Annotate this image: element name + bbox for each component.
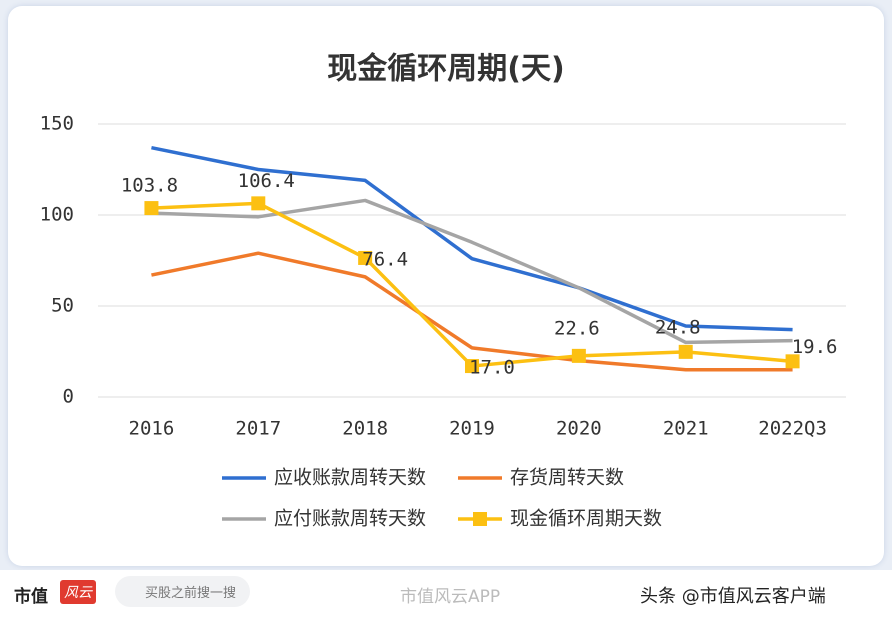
series-marker (144, 201, 159, 216)
chart-card (8, 6, 884, 566)
x-tick-label: 2016 (129, 418, 175, 440)
y-tick-label: 50 (51, 295, 74, 317)
legend-label: 现金循环周期天数 (510, 508, 662, 530)
search-box[interactable]: 买股之前搜一搜 (115, 576, 251, 607)
x-tick-label: 2022Q3 (758, 418, 827, 440)
chart: 现金循环周期(天) 0 50 100 150 2016 2017 2018 2019 2020 2… (40, 52, 846, 530)
series-marker (571, 348, 586, 363)
y-tick-label: 0 (63, 386, 74, 408)
y-tick-label: 150 (40, 113, 74, 135)
legend-label: 应付账款周转天数 (274, 508, 426, 530)
series-marker (251, 196, 266, 211)
data-label: 22.6 (554, 317, 600, 339)
data-label: 106.4 (238, 170, 295, 192)
data-label: 76.4 (362, 248, 408, 270)
y-tick-label: 100 (40, 204, 74, 226)
chart-title: 现金循环周期(天) (327, 52, 564, 87)
credit: 头条 @市值风云客户端 (640, 586, 826, 607)
series-marker (465, 359, 479, 374)
legend-label: 存货周转天数 (510, 467, 624, 489)
series-marker (678, 344, 693, 359)
x-tick-label: 2020 (556, 418, 602, 440)
brand: 市值 (14, 587, 48, 607)
legend-marker (473, 512, 487, 526)
series-marker (785, 354, 800, 369)
x-tick-label: 2019 (449, 418, 495, 440)
series-line (151, 251, 793, 372)
footer: 市值 风云 买股之前搜一搜 市值风云APP 头条 @市值风云客户端 (0, 570, 892, 618)
data-label: 24.8 (655, 316, 701, 338)
x-tick-label: 2017 (235, 418, 281, 440)
x-tick-label: 2021 (663, 418, 709, 440)
series-line (151, 145, 793, 332)
data-label: 103.8 (121, 175, 178, 197)
app-name: 市值风云APP (400, 587, 501, 607)
series-marker (358, 250, 373, 265)
series-line (151, 198, 793, 345)
data-label: 17.0 (469, 357, 515, 379)
data-label: 19.6 (792, 336, 838, 358)
brand-logo: 风云 (60, 580, 96, 604)
x-tick-label: 2018 (342, 418, 388, 440)
legend-label: 应收账款周转天数 (274, 467, 426, 489)
